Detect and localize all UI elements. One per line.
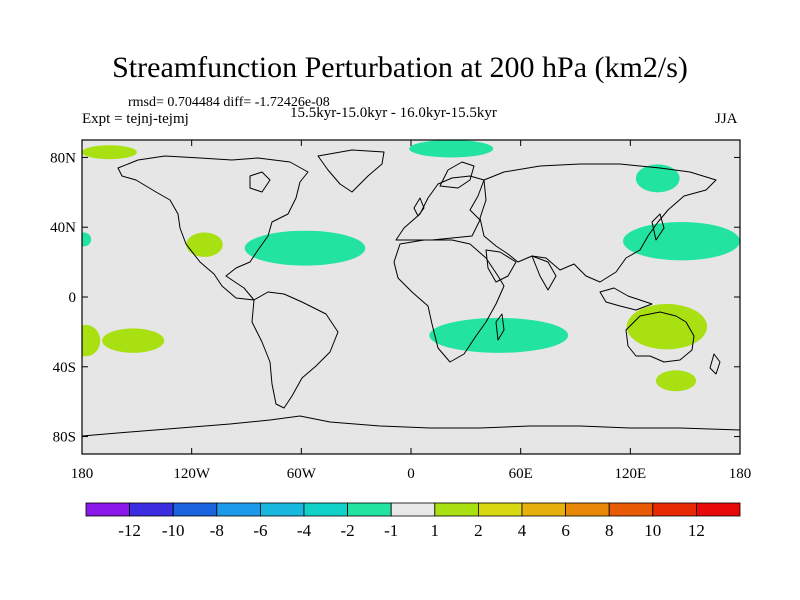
colorbar-box — [216, 502, 261, 517]
colorbar-label: -2 — [341, 521, 355, 540]
region-positive-west-pacific-south — [82, 324, 101, 357]
colorbar-box — [521, 502, 566, 517]
colorbar-label: 10 — [644, 521, 661, 540]
coastline-britain — [413, 197, 425, 217]
colorbar-label: -4 — [297, 521, 312, 540]
coastline-scandinavia — [439, 161, 475, 189]
colorbar-box — [303, 502, 348, 517]
colorbar-label: -6 — [253, 521, 267, 540]
region-negative-atlantic-west — [82, 232, 92, 247]
coastline-madagascar — [495, 313, 505, 341]
coastline-antarctica — [82, 415, 740, 437]
colorbar-box — [172, 502, 218, 517]
colorbar-box — [696, 502, 741, 517]
region-positive-north-pacific-west — [82, 145, 137, 160]
region-positive-south-of-australia — [655, 370, 697, 392]
coastline-hudson-bay — [249, 171, 271, 193]
chart-title: Streamfunction Perturbation at 200 hPa (… — [112, 51, 688, 84]
x-tick-label: 0 — [407, 466, 415, 482]
colorbar-label: 1 — [431, 521, 440, 540]
x-tick-label: 60E — [509, 466, 533, 482]
colorbar-label: 2 — [474, 521, 483, 540]
colorbar-label: -12 — [118, 521, 141, 540]
x-tick-label: 180 — [71, 466, 94, 482]
colorbar-label: -1 — [384, 521, 398, 540]
colorbar-box — [259, 502, 305, 517]
coastline-japan — [651, 213, 665, 241]
region-negative-arctic-europe — [409, 140, 494, 158]
colorbar-label: 6 — [561, 521, 570, 540]
region-positive-australia — [626, 303, 708, 350]
colorbar-box — [608, 502, 654, 517]
colorbar-label: 4 — [518, 521, 527, 540]
coastline-europe — [395, 175, 485, 241]
colorbar-box — [390, 502, 436, 517]
coastline-australia — [625, 311, 695, 363]
colorbar-label: 8 — [605, 521, 614, 540]
colorbar-label: -10 — [162, 521, 185, 540]
coastline-indonesia — [599, 287, 653, 311]
period-label: 15.5kyr-15.0kyr - 16.0kyr-15.5kyr — [290, 105, 497, 121]
y-tick-label: 40N — [50, 220, 76, 236]
y-tick-label: 0 — [69, 290, 77, 306]
stats-text: rmsd= 0.704484 diff= -1.72426e-08 — [128, 95, 330, 110]
x-tick-label: 180 — [729, 466, 752, 482]
colorbar-label: -8 — [210, 521, 224, 540]
coastline-asia — [479, 163, 717, 283]
coastline-africa — [393, 239, 505, 363]
colorbar-box — [347, 502, 392, 517]
x-tick-label: 120W — [173, 466, 211, 482]
coastline-south-america — [251, 291, 339, 409]
x-tick-label: 120E — [614, 466, 646, 482]
region-positive-east-pacific — [102, 328, 165, 353]
coastline-greenland — [317, 149, 385, 193]
colorbar-box — [85, 502, 130, 517]
y-tick-label: 80N — [50, 150, 76, 166]
colorbar-box — [434, 502, 479, 517]
colorbar-box — [129, 502, 174, 517]
region-negative-southern-africa — [429, 317, 569, 353]
colorbar-box — [565, 502, 610, 517]
y-tick-label: 80S — [53, 430, 76, 446]
colorbar-box — [477, 502, 523, 517]
coastline-north-america — [117, 155, 309, 301]
region-negative-east-asia — [623, 221, 740, 261]
x-tick-label: 60W — [287, 466, 317, 482]
coastline-arabia — [485, 249, 517, 283]
region-negative-north-atlantic — [244, 230, 366, 266]
region-negative-siberia — [635, 164, 680, 193]
experiment-label: Expt = tejnj-tejmj — [82, 111, 189, 127]
region-positive-western-us — [186, 232, 223, 257]
coastline-new-zealand — [709, 353, 721, 375]
y-tick-label: 40S — [53, 360, 76, 376]
colorbar-label: 12 — [688, 521, 705, 540]
coastline-india — [531, 255, 557, 291]
colorbar-box — [652, 502, 697, 517]
season-label: JJA — [715, 111, 738, 127]
